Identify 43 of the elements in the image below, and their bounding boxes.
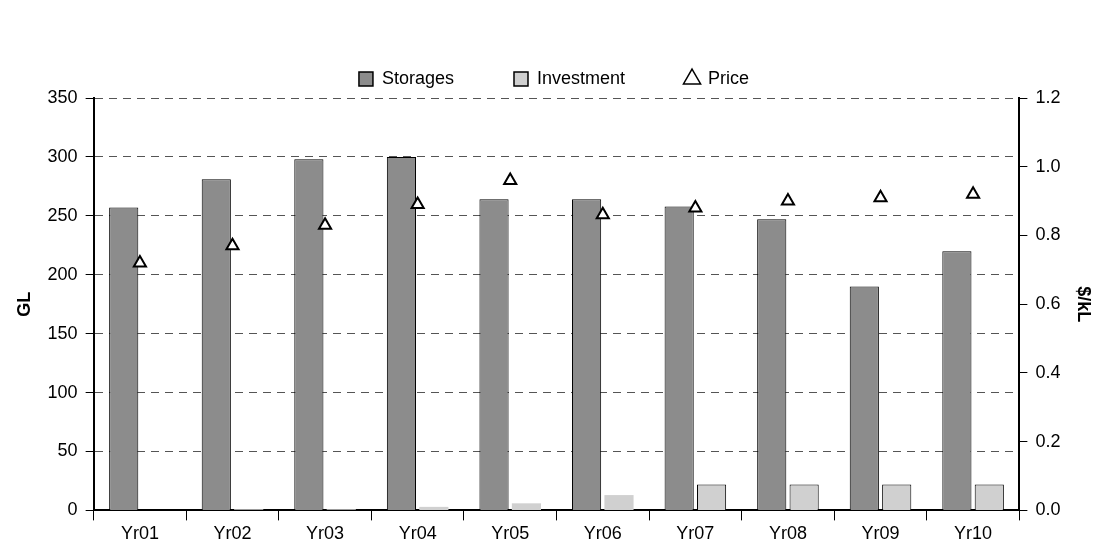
legend-label: Investment [537, 67, 626, 88]
legend-label: Price [708, 67, 750, 88]
point [873, 189, 888, 203]
y-tick-label: 350 [47, 86, 78, 107]
y-tick-label: 200 [47, 263, 78, 284]
point [780, 193, 795, 206]
x-tick-label: Yr02 [213, 523, 252, 544]
y2-tick-label: 0.4 [1035, 361, 1061, 382]
y2-tick-label: 0.6 [1035, 293, 1061, 314]
y2-tick-label: 1.2 [1035, 86, 1061, 107]
x-tick-label: Yr01 [120, 523, 159, 544]
y2-axis-title: $/kL [1074, 286, 1095, 323]
x-tick-label: Yr09 [861, 523, 900, 544]
bar [419, 506, 449, 510]
y-axis-title: GL [13, 291, 34, 317]
bar [511, 503, 541, 510]
x-tick-label: Yr03 [306, 523, 345, 544]
y2-tick-label: 0.0 [1035, 499, 1061, 520]
point [688, 199, 703, 213]
y2-tick-label: 0.2 [1035, 430, 1061, 451]
x-tick-label: Yr06 [583, 523, 622, 544]
point [595, 206, 610, 220]
y-tick-label: 0 [67, 499, 78, 520]
x-tick-label: Yr05 [491, 523, 530, 544]
point [225, 237, 240, 251]
y-tick-label: 50 [57, 440, 78, 461]
bar [604, 495, 634, 510]
x-tick-label: Yr10 [954, 523, 993, 544]
y2-tick-label: 0.8 [1035, 224, 1061, 245]
y-tick-label: 100 [47, 381, 78, 402]
point [410, 196, 425, 210]
x-tick-label: Yr04 [398, 523, 437, 544]
point [966, 186, 981, 199]
y-tick-label: 300 [47, 145, 78, 166]
x-tick-label: Yr07 [676, 523, 715, 544]
point [132, 254, 147, 268]
legend-label: Storages [381, 67, 454, 88]
y2-tick-label: 1.0 [1035, 155, 1061, 176]
y-tick-label: 250 [47, 204, 78, 225]
point [503, 172, 518, 185]
x-tick-label: Yr08 [768, 523, 807, 544]
point [318, 217, 333, 230]
y-tick-label: 150 [47, 322, 78, 343]
